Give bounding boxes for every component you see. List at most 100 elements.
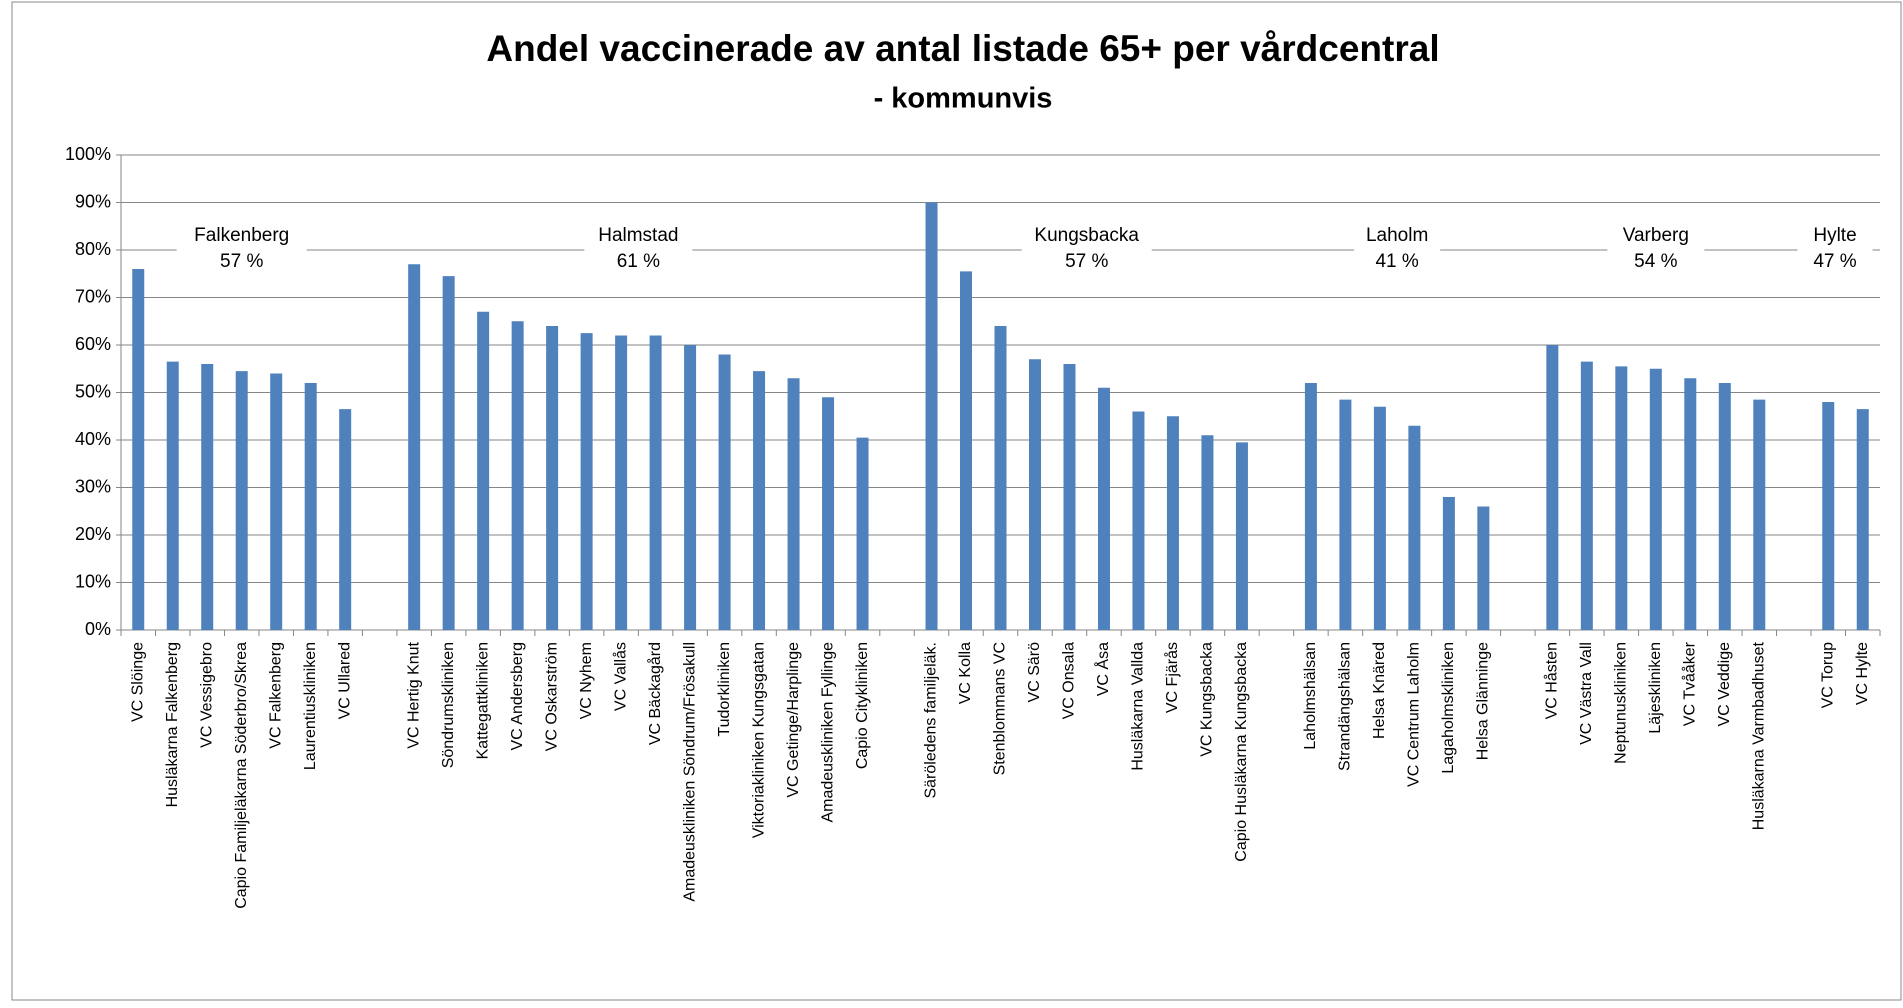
- bar: [1097, 387, 1110, 630]
- x-tick-label: VC Hylte: [1854, 642, 1871, 705]
- bar: [201, 364, 214, 630]
- x-tick-label: Viktoriakliniken Kungsgatan: [750, 642, 767, 838]
- bar: [822, 397, 835, 630]
- x-tick-label: Laurentiuskliniken: [302, 642, 319, 770]
- y-tick-label: 10%: [75, 571, 111, 591]
- bar: [1856, 409, 1869, 630]
- bar: [304, 383, 317, 630]
- x-tick-label: Husläkarna Varmbadhuset: [1751, 641, 1768, 830]
- bar: [1753, 399, 1766, 630]
- bar: [1339, 399, 1352, 630]
- bar: [1166, 416, 1179, 630]
- group-share: 57 %: [220, 251, 263, 272]
- bar: [339, 409, 352, 630]
- group-label-bg: [176, 222, 307, 274]
- bar: [1649, 368, 1662, 630]
- group-name: Hylte: [1813, 225, 1856, 246]
- bar: [787, 378, 800, 630]
- group-share: 57 %: [1065, 251, 1108, 272]
- x-tick-label: VC Bäckagård: [646, 642, 664, 745]
- bar: [718, 354, 731, 630]
- bar: [1028, 359, 1041, 630]
- x-tick-label: VC Hertig Knut: [405, 641, 422, 748]
- y-tick-label: 30%: [75, 476, 111, 496]
- bar: [1304, 383, 1317, 630]
- x-tick-label: VC Onsala: [1061, 642, 1078, 719]
- bar: [649, 335, 662, 630]
- x-tick-label: Söndrumskliniken: [440, 642, 457, 768]
- x-tick-label: VC Veddige: [1716, 642, 1733, 727]
- group-share: 61 %: [617, 251, 660, 272]
- x-tick-label: VC Tvååker: [1681, 641, 1699, 726]
- group-share: 54 %: [1634, 251, 1677, 272]
- bar: [1477, 506, 1490, 630]
- x-tick-label: Husläkarna Vallda: [1130, 642, 1147, 771]
- bar: [1063, 364, 1076, 630]
- x-tick-label: Säröledens familjeläk.: [923, 642, 940, 799]
- bar: [856, 437, 869, 630]
- bar: [477, 311, 490, 630]
- y-tick-label: 50%: [75, 381, 111, 401]
- x-tick-label: Amadeuskliniken Söndrum/Frösakull: [681, 642, 698, 902]
- x-tick-label: VC Vessigebro: [198, 642, 215, 748]
- bar: [1822, 402, 1835, 630]
- group-label-bg: [1607, 222, 1705, 274]
- chart-subtitle: - kommunvis: [874, 83, 1053, 115]
- bar: [580, 333, 593, 630]
- bar: [166, 361, 179, 630]
- bar: [925, 202, 938, 630]
- x-tick-label: VC Fjärås: [1163, 642, 1181, 713]
- y-tick-label: 100%: [65, 144, 111, 164]
- bar: [408, 264, 421, 630]
- group-name: Kungsbacka: [1034, 225, 1139, 246]
- group-name: Laholm: [1366, 225, 1428, 246]
- bar: [684, 345, 697, 630]
- y-tick-label: 60%: [75, 334, 111, 354]
- y-tick-label: 70%: [75, 286, 111, 306]
- x-tick-label: VC Slöinge: [129, 642, 146, 722]
- x-tick-label: Husläkarna Falkenberg: [164, 642, 181, 807]
- x-tick-label: Capio Citykliniken: [854, 642, 871, 769]
- bar: [511, 321, 524, 630]
- x-tick-label: Amadeuskliniken Fyllinge: [819, 642, 836, 823]
- x-tick-label: VC Falkenberg: [267, 642, 284, 749]
- bar: [1235, 442, 1248, 630]
- y-tick-label: 90%: [75, 191, 111, 211]
- x-tick-label: Läjeskliniken: [1647, 642, 1664, 734]
- group-name: Falkenberg: [194, 225, 289, 246]
- bar: [1580, 361, 1593, 630]
- x-tick-label: VC Håsten: [1543, 642, 1561, 719]
- group-share: 47 %: [1813, 251, 1856, 272]
- bar: [1615, 366, 1628, 630]
- group-label-bg: [1021, 222, 1152, 274]
- x-tick-label: VC Särö: [1026, 642, 1043, 703]
- group-label-bg: [584, 222, 693, 274]
- x-tick-label: Neptunuskliniken: [1613, 642, 1630, 764]
- chart-title: Andel vaccinerade av antal listade 65+ p…: [486, 28, 1439, 69]
- bar: [994, 326, 1007, 630]
- x-tick-label: VC Kolla: [957, 642, 974, 704]
- x-tick-label: VC Kungsbacka: [1199, 642, 1216, 757]
- bar: [442, 276, 455, 630]
- x-tick-label: Kattegattkliniken: [474, 642, 491, 759]
- y-tick-label: 20%: [75, 524, 111, 544]
- x-tick-label: VC Andersberg: [509, 642, 526, 751]
- x-tick-label: VC Åsa: [1093, 642, 1112, 696]
- chart-frame: [11, 1, 1902, 1001]
- bar: [1408, 425, 1421, 630]
- x-tick-label: Helsa Knäred: [1371, 642, 1388, 739]
- group-label-bg: [1797, 222, 1873, 274]
- x-tick-label: VC Centrum Laholm: [1406, 642, 1423, 787]
- x-tick-label: VC Torup: [1819, 642, 1836, 709]
- x-tick-label: Laholmshälsan: [1302, 642, 1319, 750]
- x-tick-label: Lagaholmskliniken: [1440, 642, 1457, 774]
- group-share: 41 %: [1375, 251, 1418, 272]
- x-tick-label: VC Getinge/Harplinge: [785, 642, 802, 798]
- x-tick-label: Stenblommans VC: [992, 642, 1009, 775]
- bar: [546, 326, 559, 630]
- x-tick-label: VC Ullared: [336, 642, 353, 719]
- bar: [1373, 406, 1386, 630]
- x-tick-label: Capio Familjeläkarna Söderbro/Skrea: [233, 642, 250, 909]
